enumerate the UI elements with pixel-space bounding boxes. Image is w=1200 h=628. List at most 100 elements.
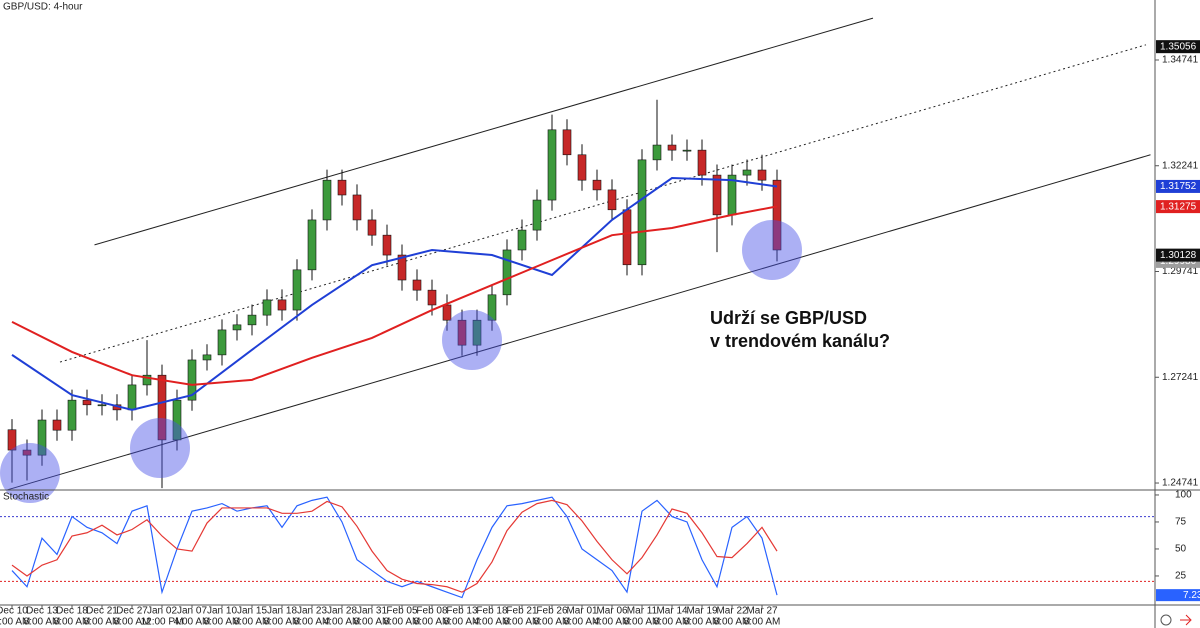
stochastic-line [11,499,778,593]
y-tick-label: 1.27241 [1162,372,1199,383]
x-tick-time: 8:00 AM [534,617,571,628]
x-tick-label: Jan 07 [177,606,207,617]
candle-body [412,279,422,291]
y-tick-label: 75 [1175,517,1187,528]
candle-body [247,314,257,326]
chart-title: GBP/USD: 4-hour [3,2,83,13]
price-label-box [1156,179,1200,193]
channel-line [94,17,874,246]
x-tick-time: 12:00 PM [141,617,184,628]
x-tick-time: 8:00 AM [714,617,751,628]
x-tick-label: Mar 27 [746,606,778,617]
candle-body [772,179,782,251]
candle-body [397,254,407,281]
panel-title: Stochastic [3,492,49,503]
candle-body [37,419,47,456]
candle-body [292,269,302,311]
channel-line [59,44,1147,363]
candle-body [622,209,632,266]
x-tick-label: Jan 02 [147,606,177,617]
x-tick-time: 4:00 AM [594,617,631,628]
candle-body [712,174,722,216]
x-tick-label: Dec 21 [86,606,118,617]
y-tick-label: 1.32241 [1162,160,1199,171]
price-label: 1.31275 [1160,201,1197,212]
x-tick-label: Dec 13 [26,606,58,617]
candle-body [457,319,467,346]
price-label: 1.35056 [1160,41,1197,52]
annotation: v trendovém kanálu? [710,331,890,351]
x-tick-label: Feb 13 [446,606,478,617]
x-tick-time: 8:00 AM [564,617,601,628]
x-tick-label: Jan 28 [327,606,357,617]
x-tick-time: 8:00 AM [264,617,301,628]
candle-body [22,449,32,456]
toolbar-icons [1160,614,1192,626]
x-tick-label: Dec 10 [0,606,28,617]
value-label: 7.23 [1183,590,1200,601]
candle-body [232,324,242,331]
annotation: Udrží se GBP/USD [710,308,867,328]
x-tick-time: 4:00 AM [0,617,30,628]
candle-body [352,194,362,221]
x-tick-label: Mar 06 [596,606,628,617]
candle-body [682,149,692,152]
candle-body [337,179,347,196]
x-tick-time: 8:00 AM [84,617,121,628]
candle-body [757,169,767,181]
circle [742,220,802,280]
x-tick-label: Dec 27 [116,606,148,617]
moving-average [11,177,778,411]
candle-body [82,399,92,406]
stochastic-line [11,496,778,599]
x-tick-time: 8:00 AM [744,617,781,628]
y-tick-label: 1.24741 [1162,478,1199,489]
candle-body [487,294,497,321]
icon [1160,614,1172,626]
candle-body [367,219,377,236]
x-tick-time: 8:00 AM [384,617,421,628]
x-tick-time: 8:00 AM [624,617,661,628]
x-tick-time: 8:00 AM [114,617,151,628]
x-tick-label: Mar 01 [566,606,598,617]
candle-body [52,419,62,431]
candle-body [187,359,197,401]
candle-body [517,229,527,251]
candle-body [382,234,392,256]
price-label-box [1156,248,1200,262]
x-tick-time: 8:00 AM [54,617,91,628]
candle-body [697,149,707,176]
y-tick-label: 100 [1175,490,1192,501]
candle-body [67,399,77,431]
x-tick-label: Mar 19 [686,606,718,617]
x-tick-label: Jan 18 [267,606,297,617]
y-tick-label: 1.34741 [1162,55,1199,66]
candle-body [547,129,557,201]
candle-body [637,159,647,266]
y-tick-label: 25 [1175,571,1187,582]
value-label-box [1156,589,1200,602]
title-box [0,0,88,14]
x-tick-time: 8:00 AM [24,617,61,628]
x-tick-label: Mar 11 [627,606,658,617]
highlight-circles [0,220,802,503]
x-tick-time: 8:00 AM [354,617,391,628]
price-label: 1.30128 [1160,250,1197,261]
y-tick-label: 1.29741 [1162,266,1199,277]
candle-body [592,179,602,191]
candle-body [217,329,227,356]
x-tick-time: 8:00 AM [504,617,541,628]
candle-body [127,384,137,411]
circle [0,443,60,503]
icon [1180,614,1192,626]
x-tick-time: 4:00 AM [324,617,361,628]
candle-body [442,304,452,321]
x-tick-label: Feb 18 [476,606,508,617]
circle [442,310,502,370]
x-tick-time: 4:00 AM [474,617,511,628]
x-tick-time: 8:00 AM [444,617,481,628]
price-panel [7,17,1151,491]
candle-body [742,169,752,176]
